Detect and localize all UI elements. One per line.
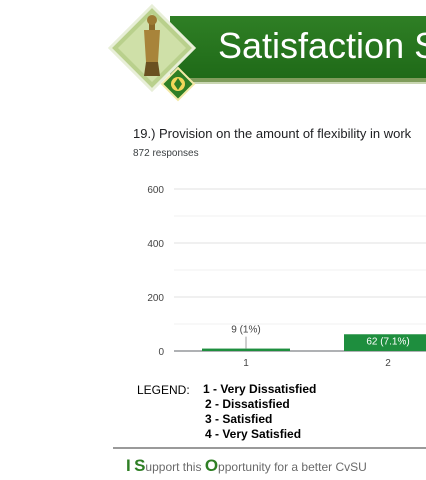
banner: Satisfaction S (0, 0, 426, 110)
footer-text-1: upport this (145, 460, 202, 474)
footer-letter-s: S (134, 456, 146, 475)
question-title: 19.) Provision on the amount of flexibil… (133, 126, 412, 141)
legend-item-1: 1 - Very Dissatisfied (203, 382, 317, 396)
data-label-1: 9 (1%) (231, 325, 260, 336)
legend-item-4: 4 - Very Satisfied (205, 427, 302, 441)
legend-item-2: 2 - Dissatisfied (205, 397, 290, 411)
legend-item-3: 3 - Satisfied (205, 412, 273, 426)
footer-text-2: pportunity for a better CvSU (218, 460, 367, 474)
footer-letter-i: I (126, 456, 131, 475)
x-tick-label-1: 1 (243, 358, 249, 369)
y-tick-label: 600 (147, 185, 164, 196)
footer-divider (113, 447, 426, 449)
footer-letter-o: O (204, 456, 219, 475)
bar-1 (202, 348, 290, 351)
footer-slogan: I Support this Opportunity for a better … (126, 456, 367, 476)
response-count: 872 responses (133, 148, 199, 159)
y-tick-label: 400 (147, 239, 164, 250)
y-tick-label: 200 (147, 293, 164, 304)
bar-2 (344, 334, 426, 351)
y-tick-label: 0 (158, 347, 164, 358)
university-logo-icon (107, 3, 197, 102)
banner-bar (170, 16, 426, 82)
data-label-2: 62 (7.1%) (366, 336, 409, 347)
banner-underline (170, 82, 426, 84)
banner-title: Satisfaction S (218, 25, 426, 66)
bar-chart: 0 200 400 600 1 9 (1%) 2 62 (7.1%) (147, 185, 426, 369)
legend-title: LEGEND: (137, 383, 190, 397)
x-tick-label-2: 2 (385, 358, 391, 369)
